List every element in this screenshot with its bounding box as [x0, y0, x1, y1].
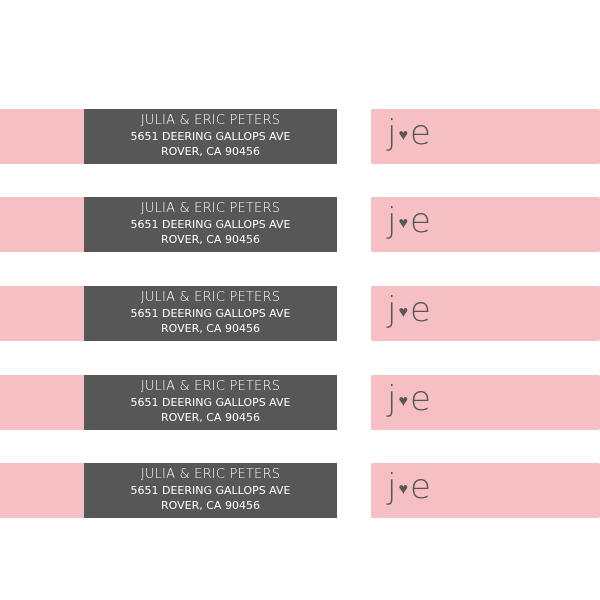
monogram-tag: j ♥e [371, 375, 600, 430]
monogram-right: e [409, 201, 431, 241]
address-city: ROVER, CA 90456 [161, 322, 260, 335]
address-label: JULIA & ERIC PETERS 5651 DEERING GALLOPS… [84, 375, 337, 430]
address-name: JULIA & ERIC PETERS [140, 113, 281, 128]
address-street: 5651 DEERING GALLOPS AVE [130, 307, 291, 320]
label-row: JULIA & ERIC PETERS 5651 DEERING GALLOPS… [0, 197, 600, 252]
monogram-left: j [387, 379, 397, 419]
monogram-tag: j ♥e [371, 463, 600, 518]
address-city: ROVER, CA 90456 [161, 233, 260, 246]
pink-strip [0, 286, 84, 341]
label-row: JULIA & ERIC PETERS 5651 DEERING GALLOPS… [0, 286, 600, 341]
pink-strip [0, 109, 84, 164]
monogram: j ♥e [387, 113, 431, 155]
monogram-tag: j ♥e [371, 197, 600, 252]
monogram-left: j [387, 201, 397, 241]
address-street: 5651 DEERING GALLOPS AVE [130, 130, 291, 143]
monogram-right: e [409, 290, 431, 330]
address-name: JULIA & ERIC PETERS [140, 290, 281, 305]
heart-icon: ♥ [398, 301, 408, 321]
monogram: j ♥e [387, 467, 431, 509]
address-label: JULIA & ERIC PETERS 5651 DEERING GALLOPS… [84, 197, 337, 252]
monogram-right: e [409, 467, 431, 507]
address-label: JULIA & ERIC PETERS 5651 DEERING GALLOPS… [84, 286, 337, 341]
label-row: JULIA & ERIC PETERS 5651 DEERING GALLOPS… [0, 463, 600, 518]
address-label: JULIA & ERIC PETERS 5651 DEERING GALLOPS… [84, 109, 337, 164]
monogram-left: j [387, 113, 397, 153]
monogram: j ♥e [387, 201, 431, 243]
pink-strip [0, 197, 84, 252]
label-row: JULIA & ERIC PETERS 5651 DEERING GALLOPS… [0, 109, 600, 164]
heart-icon: ♥ [398, 390, 408, 410]
address-name: JULIA & ERIC PETERS [140, 379, 281, 394]
monogram: j ♥e [387, 379, 431, 421]
pink-strip [0, 375, 84, 430]
monogram: j ♥e [387, 290, 431, 332]
monogram-right: e [409, 113, 431, 153]
heart-icon: ♥ [398, 212, 408, 232]
monogram-tag: j ♥e [371, 109, 600, 164]
monogram-right: e [409, 379, 431, 419]
pink-strip [0, 463, 84, 518]
monogram-left: j [387, 467, 397, 507]
address-street: 5651 DEERING GALLOPS AVE [130, 484, 291, 497]
monogram-tag: j ♥e [371, 286, 600, 341]
address-street: 5651 DEERING GALLOPS AVE [130, 396, 291, 409]
monogram-left: j [387, 290, 397, 330]
address-street: 5651 DEERING GALLOPS AVE [130, 218, 291, 231]
address-city: ROVER, CA 90456 [161, 499, 260, 512]
address-city: ROVER, CA 90456 [161, 145, 260, 158]
heart-icon: ♥ [398, 124, 408, 144]
address-name: JULIA & ERIC PETERS [140, 201, 281, 216]
address-name: JULIA & ERIC PETERS [140, 467, 281, 482]
heart-icon: ♥ [398, 478, 408, 498]
address-label: JULIA & ERIC PETERS 5651 DEERING GALLOPS… [84, 463, 337, 518]
label-row: JULIA & ERIC PETERS 5651 DEERING GALLOPS… [0, 375, 600, 430]
address-city: ROVER, CA 90456 [161, 411, 260, 424]
